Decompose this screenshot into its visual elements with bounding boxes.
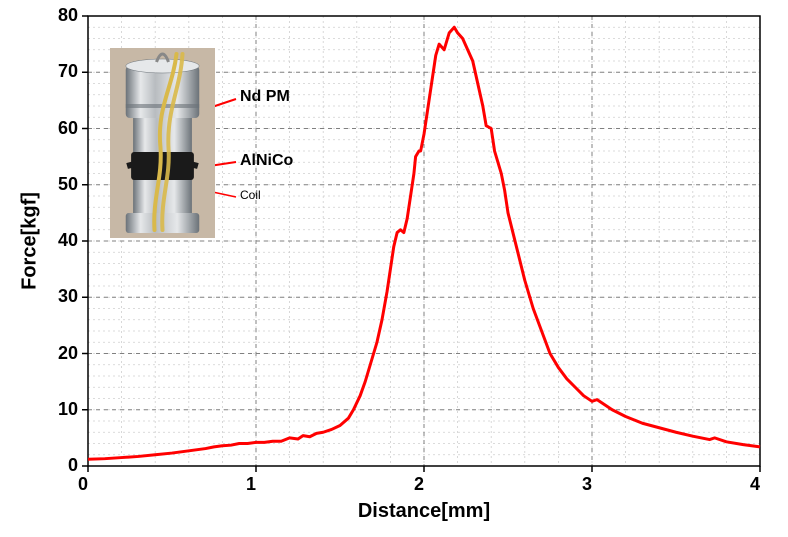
y-tick-label: 70 [58, 61, 78, 82]
x-tick-label: 2 [414, 474, 424, 495]
annotation-label: Coil [240, 188, 261, 202]
annotation-arrow [185, 99, 236, 116]
x-tick-label: 0 [78, 474, 88, 495]
x-tick-label: 1 [246, 474, 256, 495]
y-tick-label: 20 [58, 343, 78, 364]
y-tick-label: 40 [58, 230, 78, 251]
y-tick-label: 30 [58, 286, 78, 307]
y-tick-label: 60 [58, 118, 78, 139]
chart-svg [0, 0, 788, 537]
y-axis-label: Force[kgf] [19, 192, 42, 290]
annotation-label: Nd PM [240, 88, 290, 106]
x-axis-label: Distance[mm] [358, 500, 490, 523]
chart-container: Force[kgf] Distance[mm] 0123401020304050… [0, 0, 788, 537]
x-tick-label: 3 [582, 474, 592, 495]
y-tick-label: 10 [58, 399, 78, 420]
x-tick-label: 4 [750, 474, 760, 495]
annotation-arrow [196, 162, 236, 168]
y-tick-label: 50 [58, 174, 78, 195]
y-tick-label: 80 [58, 5, 78, 26]
y-tick-label: 0 [68, 455, 78, 476]
annotation-label: AlNiCo [240, 152, 293, 170]
